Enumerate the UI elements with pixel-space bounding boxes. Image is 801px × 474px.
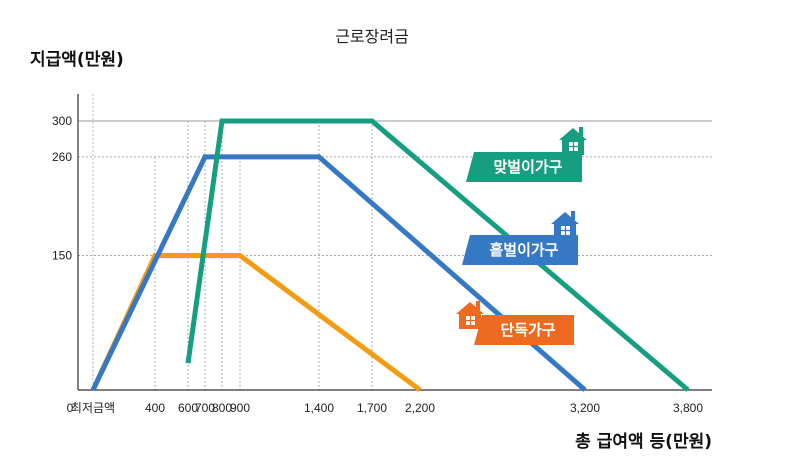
legend-label: 단독가구 (500, 321, 555, 339)
y-tick-label-300: 300 (52, 114, 72, 128)
series-line-0 (90, 253, 422, 393)
x-tick-label: 0 (67, 401, 74, 415)
x-tick-label: 400 (145, 401, 165, 415)
legend-label: 홑벌이가구 (489, 241, 558, 259)
series-line-1 (90, 154, 587, 392)
x-tick-label: 900 (230, 401, 250, 415)
legend-layer: 단독가구 홑벌이가구 맞벌이가구 (456, 127, 587, 345)
x-tick-label: 2,200 (405, 401, 435, 415)
legend-label: 맞벌이가구 (493, 158, 562, 176)
house-icon (559, 127, 587, 155)
x-tick-label: 1,700 (357, 401, 387, 415)
legend-item-0: 단독가구 (456, 301, 574, 345)
x-tick-label: 600 (178, 401, 198, 415)
x-tick-label: 최저금액 (71, 401, 115, 415)
x-tick-label: 800 (212, 401, 232, 415)
legend-tag (462, 235, 578, 265)
legend-tag (466, 152, 582, 182)
x-axis-label: 총 급여액 등(만원) (575, 432, 712, 452)
x-tick-label: 3,200 (570, 401, 600, 415)
y-tick-label-150: 150 (52, 249, 72, 263)
axes-layer (77, 94, 712, 391)
legend-item-2: 맞벌이가구 (466, 127, 587, 182)
y-axis-label: 지급액(만원) (30, 50, 124, 70)
legend-tag (474, 315, 574, 345)
x-tick-label: 700 (195, 401, 215, 415)
house-icon (456, 301, 484, 329)
house-icon (551, 211, 579, 239)
x-tick-label: 3,800 (673, 401, 703, 415)
y-tick-label-260: 260 (52, 150, 72, 164)
grid-layer (78, 94, 712, 390)
x-tick-label: 1,400 (304, 401, 334, 415)
chart-title: 근로장려금 (335, 27, 409, 46)
legend-item-1: 홑벌이가구 (462, 211, 579, 265)
